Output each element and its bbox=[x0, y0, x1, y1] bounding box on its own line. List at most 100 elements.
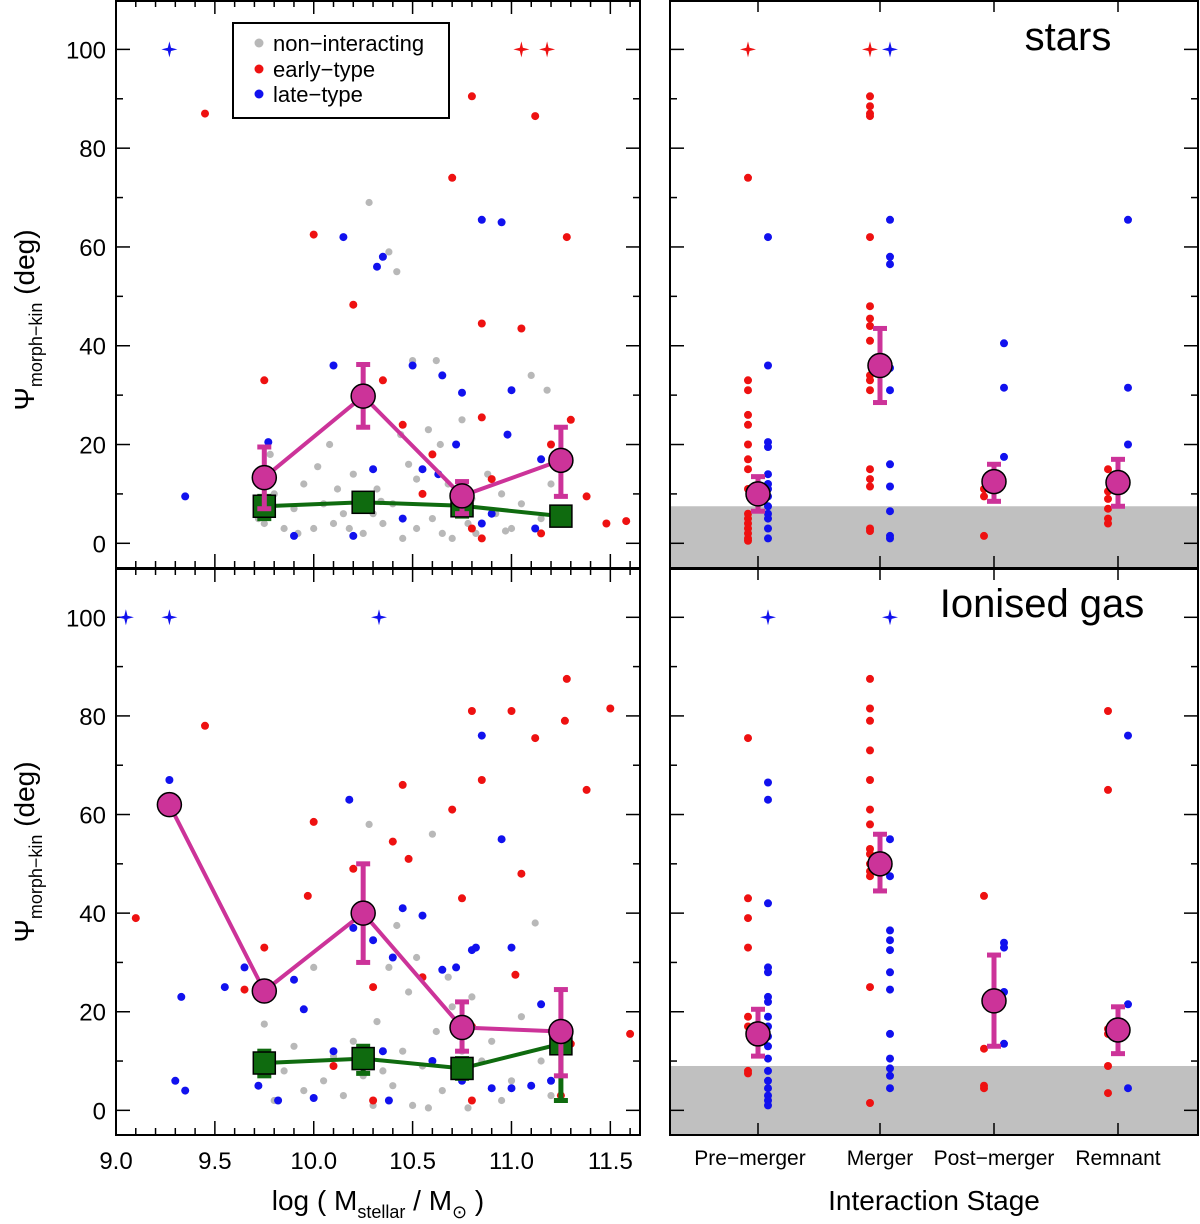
legend-label-late: late−type bbox=[273, 82, 363, 107]
point-early-type bbox=[1104, 1062, 1112, 1070]
point-non-interacting bbox=[339, 510, 347, 518]
point-early-type bbox=[980, 1044, 988, 1053]
x-tick-label: 10.0 bbox=[290, 1148, 337, 1175]
control-point bbox=[351, 1046, 375, 1071]
point-late-type bbox=[254, 1081, 263, 1090]
point-early-type bbox=[537, 529, 546, 538]
point-early-type bbox=[369, 983, 378, 992]
legend-marker-nonint bbox=[254, 38, 264, 48]
x-category-label: Remnant bbox=[1075, 1147, 1160, 1170]
point-non-interacting bbox=[432, 357, 440, 365]
point-late-type bbox=[477, 215, 486, 224]
point-early-type bbox=[1104, 707, 1112, 715]
point-non-interacting bbox=[444, 973, 452, 981]
capped-point-late-type bbox=[161, 41, 178, 58]
capped-point-late-type bbox=[882, 609, 898, 626]
y-tick-label: 0 bbox=[93, 1098, 106, 1125]
point-late-type bbox=[378, 1047, 387, 1056]
median-point bbox=[548, 1018, 574, 1045]
y-tick-label: 60 bbox=[79, 235, 106, 262]
point-late-type bbox=[477, 731, 486, 740]
point-non-interacting bbox=[537, 515, 545, 523]
y-tick-label: 0 bbox=[93, 531, 106, 558]
point-early-type bbox=[866, 233, 874, 242]
point-late-type bbox=[220, 983, 229, 992]
point-late-type bbox=[418, 911, 427, 920]
point-late-type bbox=[388, 953, 397, 962]
point-early-type bbox=[467, 92, 476, 101]
x-tick-label: 10.5 bbox=[389, 1148, 436, 1175]
point-non-interacting bbox=[280, 524, 288, 533]
point-late-type bbox=[764, 361, 772, 370]
point-non-interacting bbox=[428, 830, 436, 838]
point-late-type bbox=[181, 1086, 190, 1095]
point-early-type bbox=[511, 970, 520, 979]
plot-frame bbox=[115, 568, 641, 1136]
point-non-interacting bbox=[468, 993, 476, 1001]
point-late-type bbox=[408, 361, 417, 370]
point-late-type bbox=[886, 968, 894, 977]
point-late-type bbox=[507, 1084, 516, 1093]
point-late-type bbox=[503, 430, 512, 439]
point-non-interacting bbox=[537, 1057, 545, 1065]
point-early-type bbox=[980, 531, 988, 540]
point-early-type bbox=[866, 1099, 874, 1107]
point-non-interacting bbox=[379, 1067, 387, 1075]
median-point bbox=[867, 352, 893, 379]
point-late-type bbox=[764, 1054, 772, 1063]
y-tick-label: 80 bbox=[79, 136, 106, 163]
x-label-sub-stellar: stellar bbox=[357, 1202, 405, 1222]
point-early-type bbox=[562, 674, 571, 683]
point-late-type bbox=[471, 943, 480, 952]
point-late-type bbox=[264, 438, 273, 447]
point-non-interacting bbox=[379, 519, 387, 528]
point-non-interacting bbox=[310, 963, 318, 972]
point-non-interacting bbox=[389, 1082, 397, 1090]
point-early-type bbox=[329, 1062, 338, 1070]
point-non-interacting bbox=[320, 1077, 328, 1085]
panel-gas-stage: Pre−merger Merger Post−merger Remnant bbox=[669, 568, 1199, 1170]
point-late-type bbox=[764, 502, 772, 511]
axis-ticks bbox=[670, 0, 1198, 568]
point-early-type bbox=[866, 674, 874, 683]
y-tick-label: 100 bbox=[66, 37, 106, 64]
point-non-interacting bbox=[405, 460, 413, 468]
point-non-interacting bbox=[393, 268, 401, 276]
point-late-type bbox=[764, 1066, 772, 1075]
point-late-type bbox=[507, 386, 516, 395]
capped-point-early-type bbox=[539, 41, 556, 58]
point-non-interacting bbox=[527, 371, 535, 379]
point-late-type bbox=[764, 534, 772, 543]
point-non-interacting bbox=[373, 1018, 381, 1026]
point-non-interacting bbox=[428, 515, 436, 523]
point-early-type bbox=[866, 716, 874, 725]
point-late-type bbox=[764, 968, 772, 977]
point-late-type bbox=[171, 1076, 180, 1085]
point-early-type bbox=[388, 837, 397, 846]
point-early-type bbox=[744, 894, 752, 903]
median-point bbox=[745, 1021, 771, 1047]
point-late-type bbox=[886, 936, 894, 945]
panel-title-gas: Ionised gas bbox=[940, 582, 1145, 626]
point-late-type bbox=[345, 795, 354, 804]
point-early-type bbox=[866, 872, 874, 881]
point-early-type bbox=[602, 519, 611, 528]
x-tick-label: 9.0 bbox=[99, 1148, 132, 1175]
point-early-type bbox=[606, 704, 615, 713]
point-early-type bbox=[866, 746, 874, 755]
point-early-type bbox=[744, 386, 752, 395]
point-late-type bbox=[764, 470, 772, 479]
point-late-type bbox=[764, 795, 772, 804]
point-late-type bbox=[886, 386, 894, 395]
point-non-interacting bbox=[326, 440, 334, 449]
y-tick-label: 60 bbox=[79, 803, 106, 830]
point-early-type bbox=[866, 704, 874, 713]
point-early-type bbox=[477, 776, 486, 784]
point-early-type bbox=[260, 943, 269, 952]
point-late-type bbox=[329, 361, 338, 370]
x-axis-title-stage: Interaction Stage bbox=[828, 1185, 1040, 1216]
point-late-type bbox=[1000, 943, 1008, 952]
median-point bbox=[867, 851, 893, 877]
point-early-type bbox=[467, 524, 476, 533]
point-late-type bbox=[438, 965, 447, 974]
